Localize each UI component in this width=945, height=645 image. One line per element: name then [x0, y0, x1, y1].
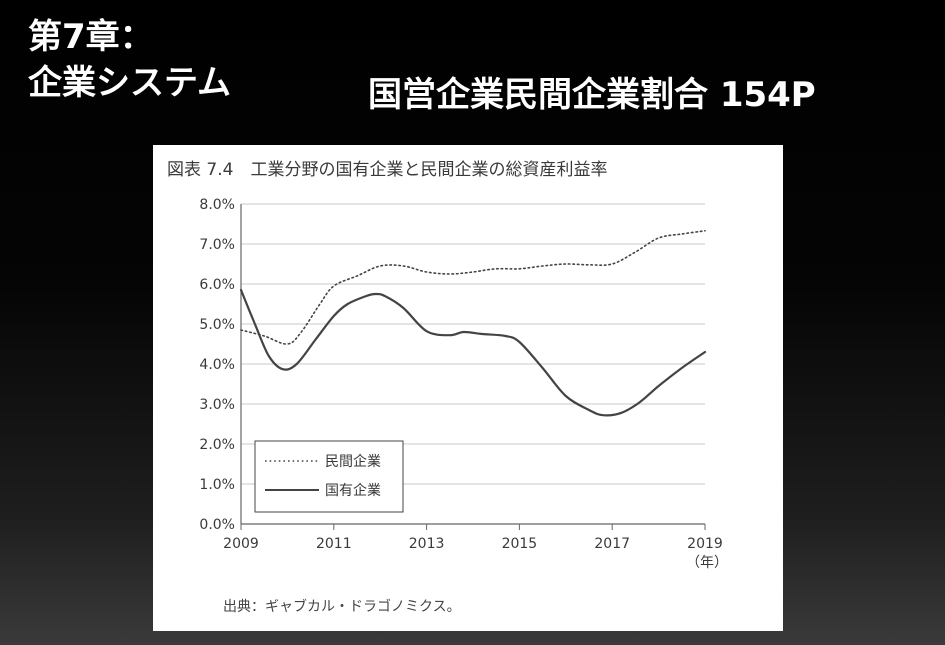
chart-legend: 民間企業 国有企業 [254, 440, 404, 513]
x-axis-ticks: 2009 2011 2013 2015 2017 2019 [223, 524, 723, 552]
y-tick-label: 0.0% [199, 517, 235, 533]
legend-box [254, 440, 404, 513]
y-tick-label: 3.0% [199, 397, 235, 413]
legend-label-state: 国有企業 [325, 482, 381, 499]
line-chart: 図表 7.4 工業分野の国有企業と民間企業の総資産利益率 0.0% 1.0% 2.0… [167, 160, 728, 615]
y-tick-label: 8.0% [199, 197, 235, 213]
y-tick-label: 2.0% [199, 437, 235, 453]
x-tick-label: 2011 [316, 536, 352, 552]
x-tick-label: 2013 [409, 536, 445, 552]
chapter-name: 企業システム [28, 63, 231, 103]
y-tick-label: 4.0% [199, 357, 235, 373]
x-axis-unit: （年） [686, 555, 728, 571]
y-tick-label: 7.0% [199, 237, 235, 253]
y-axis-ticks: 0.0% 1.0% 2.0% 3.0% 4.0% 5.0% 6.0% 7.0% 8.0% [199, 197, 235, 533]
figure-card: 図表 7.4 工業分野の国有企業と民間企業の総資産利益率 0.0% 1.0% 2.0… [153, 145, 783, 631]
series-line-state [239, 288, 707, 417]
x-tick-label: 2015 [502, 536, 538, 552]
x-tick-label: 2017 [594, 536, 630, 552]
chart-title: 図表 7.4 工業分野の国有企業と民間企業の総資産利益率 [167, 160, 607, 180]
y-tick-label: 1.0% [199, 477, 235, 493]
series-layer [239, 230, 707, 417]
legend-label-private: 民間企業 [325, 453, 381, 470]
series-line-private [240, 230, 706, 345]
chapter-title: 第7章： 企業システム [28, 14, 231, 106]
slide-heading: 国営企業民間企業割合 154P [368, 75, 816, 115]
y-tick-label: 5.0% [199, 317, 235, 333]
source-note: 出典：ギャブカル・ドラゴノミクス。 [223, 598, 461, 615]
y-tick-label: 6.0% [199, 277, 235, 293]
x-tick-label: 2019 [687, 536, 723, 552]
x-tick-label: 2009 [223, 536, 259, 552]
chapter-number: 第7章： [28, 17, 154, 57]
